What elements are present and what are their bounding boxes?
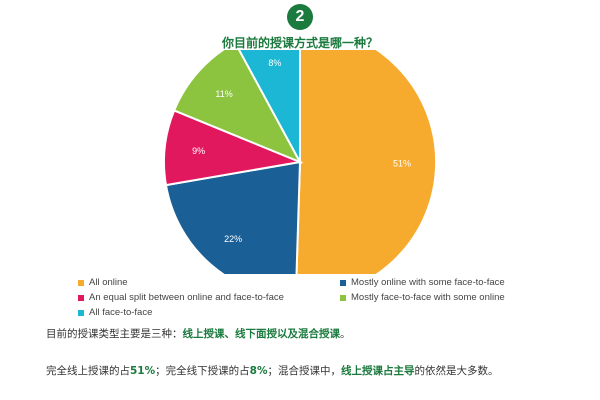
legend-swatch — [78, 279, 84, 286]
pie-slice-label: 8% — [268, 58, 281, 68]
text-segment: 的依然是大多数。 — [414, 365, 499, 377]
legend-swatch — [340, 294, 346, 301]
legend-swatch — [78, 294, 84, 301]
pie-slice-0 — [295, 50, 438, 274]
legend-label: Mostly face-to-face with some online — [351, 292, 505, 303]
pie-slice-label: 51% — [393, 159, 411, 169]
pie-slice-3 — [172, 50, 303, 164]
text-segment: ；混合授课中， — [267, 365, 341, 377]
text-segment: 。 — [340, 328, 351, 340]
summary-paragraph-1: 目前的授课类型主要是三种：线上授课、线下面授以及混合授课。 — [46, 325, 566, 344]
legend-item-mostly-online: Mostly online with some face-to-face — [340, 277, 505, 288]
highlight-text: 线上授课、线下面授以及混合授课 — [182, 328, 341, 340]
legend-item-all-online: All online — [78, 277, 128, 288]
pie-chart: 51% 22% 9% 11% 8% — [163, 50, 438, 274]
legend-label: All online — [89, 277, 128, 288]
legend-item-mostly-face-to-face: Mostly face-to-face with some online — [340, 292, 505, 303]
highlight-text: 51% — [130, 365, 156, 377]
legend-item-equal-split: An equal split between online and face-t… — [78, 292, 284, 303]
pie-slice-1 — [164, 160, 302, 274]
text-segment: 完全线上授课的占 — [46, 365, 130, 377]
pie-slice-label: 11% — [215, 89, 232, 99]
legend-item-all-face-to-face: All face-to-face — [78, 307, 152, 318]
legend-swatch — [78, 309, 84, 316]
pie-slice-label: 22% — [224, 234, 242, 244]
highlight-text: 线上授课占主导 — [340, 365, 415, 377]
pie-slice-label: 9% — [192, 146, 205, 156]
legend-label: An equal split between online and face-t… — [89, 292, 284, 303]
chart-question-title: 你目前的授课方式是哪一种？ — [221, 36, 378, 50]
text-segment: ；完全线下授课的占 — [155, 365, 250, 377]
text-segment: 目前的授课类型主要是三种： — [46, 328, 183, 340]
highlight-text: 8% — [249, 365, 268, 377]
summary-paragraph-2: 完全线上授课的占51%；完全线下授课的占8%；混合授课中，线上授课占主导的依然是… — [46, 362, 566, 381]
step-number-badge: 2 — [287, 4, 313, 30]
legend-label: All face-to-face — [89, 307, 153, 318]
legend-swatch — [340, 279, 346, 286]
pie-slice-4 — [238, 50, 301, 163]
legend-label: Mostly online with some face-to-face — [351, 277, 505, 288]
